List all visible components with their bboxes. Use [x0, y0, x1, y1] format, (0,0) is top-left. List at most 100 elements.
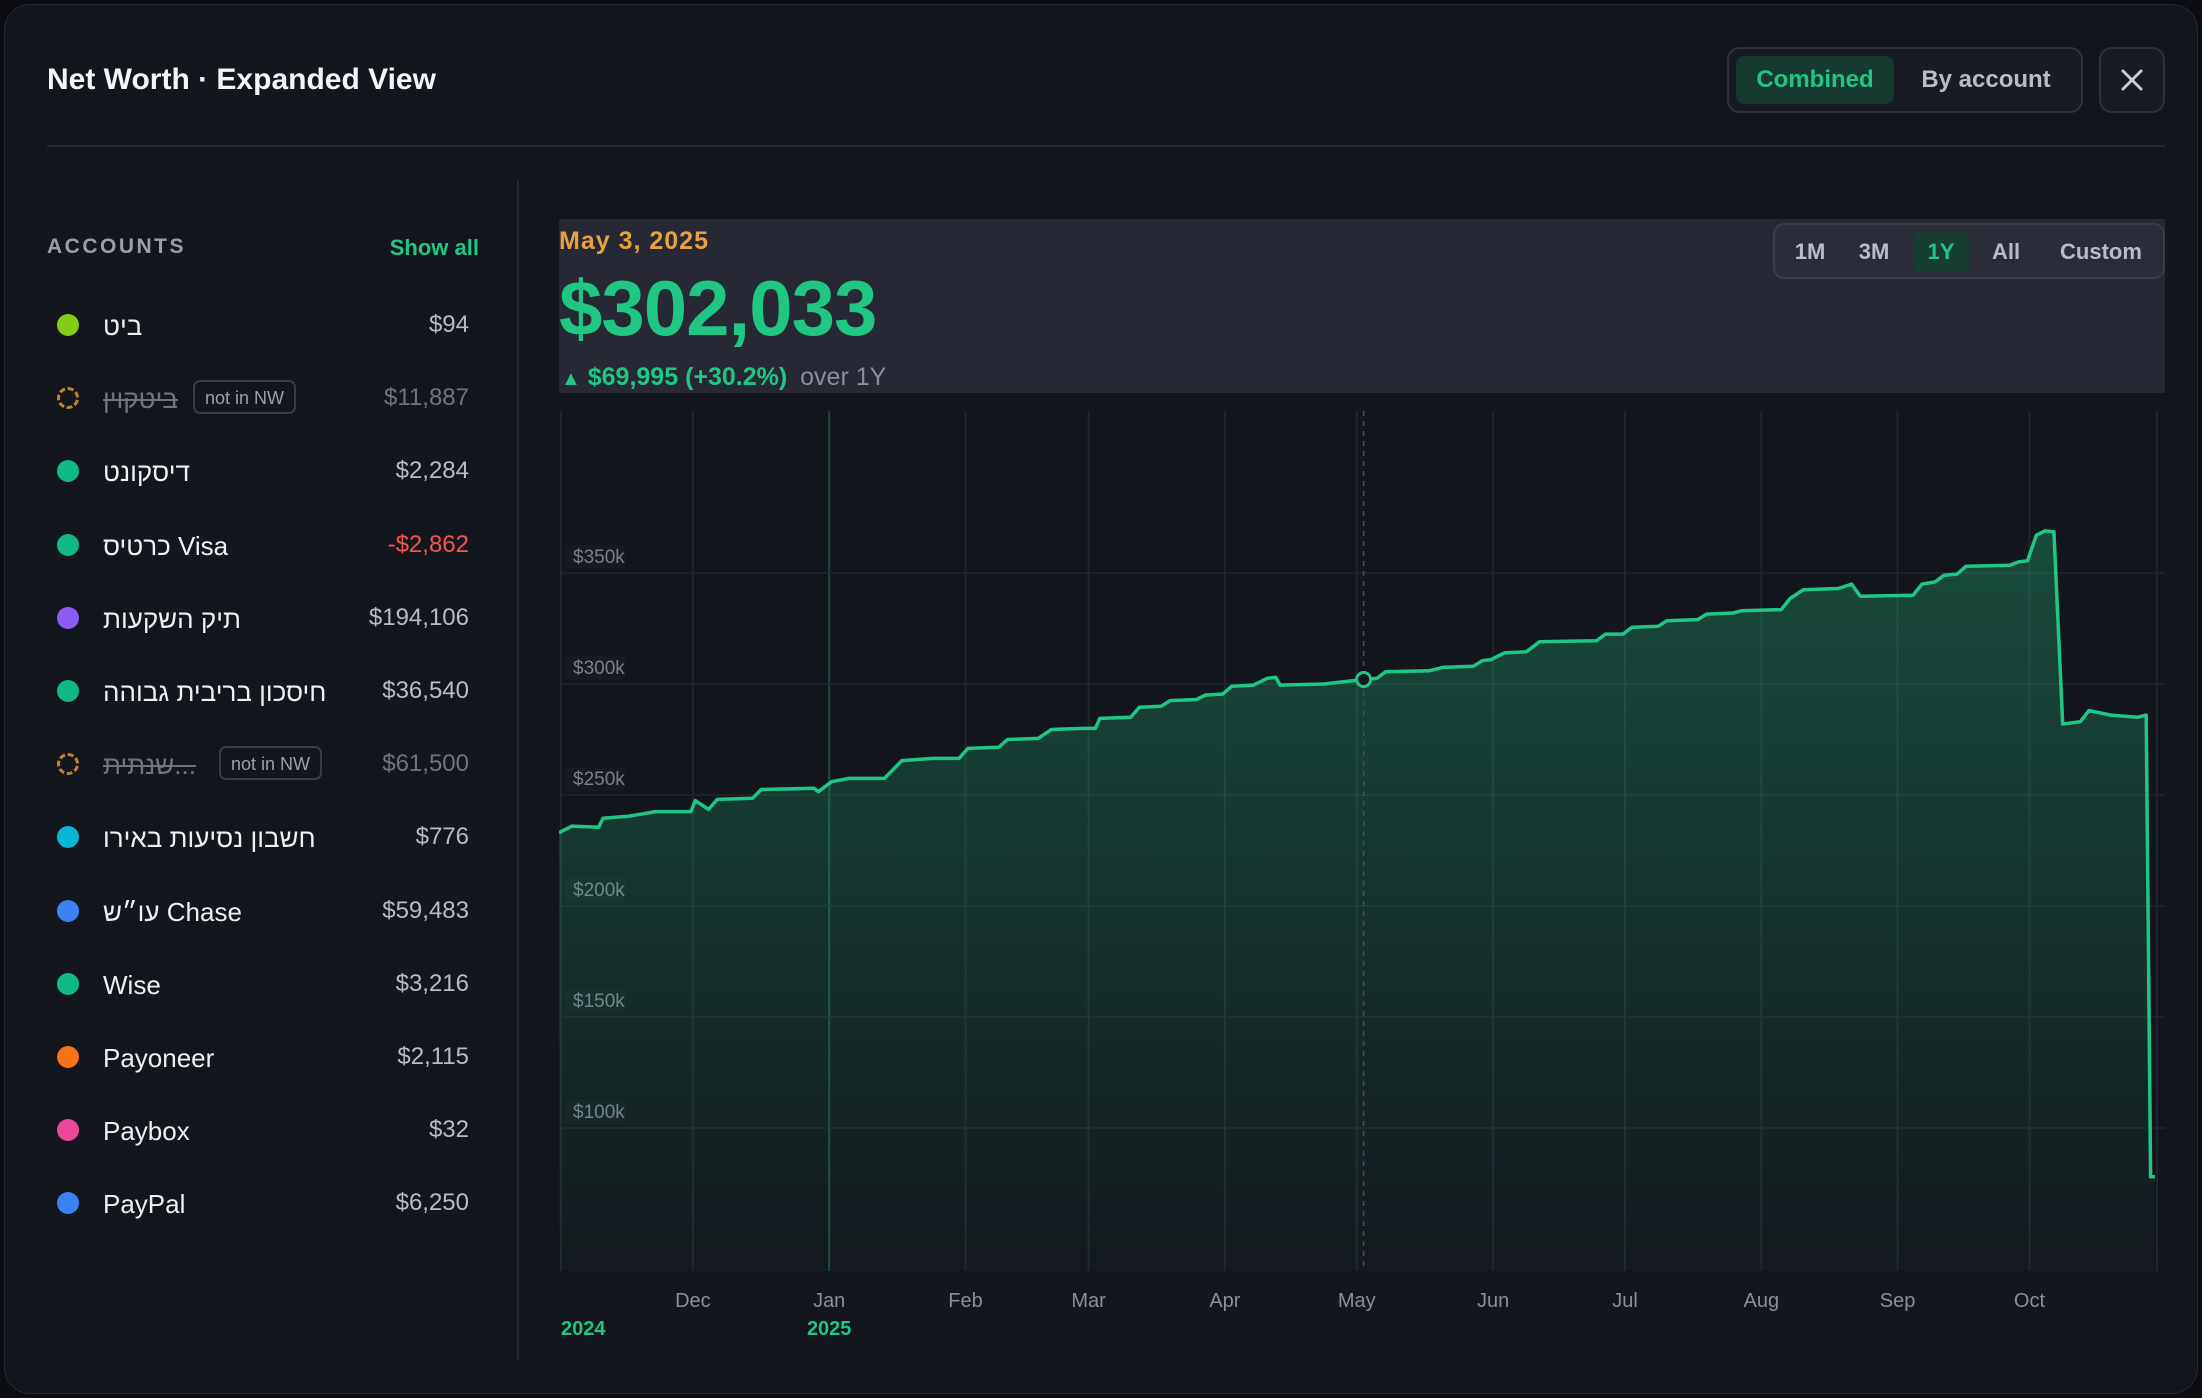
y-tick-label-bg	[565, 767, 625, 791]
net-worth-modal: Net Worth · Expanded View Combined By ac…	[4, 4, 2198, 1394]
range-1m-button[interactable]: 1M	[1794, 239, 1826, 264]
account-color-dot	[57, 680, 79, 702]
account-row[interactable]: חשבון נסיעות באירו $776	[47, 809, 479, 869]
x-tick-label: Jan	[813, 1290, 845, 1312]
close-icon	[2121, 69, 2143, 91]
account-balance: $32	[428, 1116, 469, 1144]
change-summary: ▲ $69,995 (+30.2%) over 1Y	[561, 363, 886, 392]
account-name: תיק השקעות	[103, 603, 241, 634]
account-balance: $36,540	[382, 677, 469, 704]
account-balance: $194,106	[368, 603, 469, 631]
accounts-heading: ACCOUNTS	[47, 235, 186, 258]
account-balance: $59,483	[382, 896, 469, 924]
account-color-dot	[57, 387, 79, 410]
x-tick-label: Oct	[2014, 1290, 2046, 1312]
account-balance: $776	[415, 823, 469, 851]
net-worth-line	[559, 529, 2155, 1179]
account-row[interactable]: שנתית... not in NW $61,500	[47, 736, 479, 796]
account-name: שנתית...	[103, 750, 196, 781]
account-color-dot	[57, 314, 79, 336]
account-color-dot	[57, 753, 79, 776]
hover-date: May 3, 2025	[559, 227, 709, 255]
account-row[interactable]: ביטקוין not in NW $11,887	[47, 370, 479, 430]
net-worth-value: $302,033	[559, 264, 877, 352]
account-name: Payoneer	[103, 1043, 215, 1073]
account-row[interactable]: עו״ש Chase $59,483	[47, 883, 479, 943]
y-tick-label-bg	[565, 545, 625, 569]
x-tick-label: May	[1338, 1290, 1376, 1312]
x-tick-label: Sep	[1880, 1290, 1916, 1312]
account-name: חיסכון בריבית גבוהה	[103, 677, 327, 707]
x-tick-label: Mar	[1071, 1290, 1106, 1312]
net-worth-area	[559, 530, 2155, 1271]
sidebar-divider	[517, 181, 519, 1359]
account-balance: $94	[428, 311, 469, 338]
account-color-dot	[57, 1046, 79, 1068]
year-label: 2025	[807, 1318, 852, 1340]
account-color-dot	[57, 1192, 79, 1215]
y-tick-label-bg	[565, 656, 625, 680]
x-tick-label: Dec	[675, 1290, 711, 1312]
by-account-view-button[interactable]: By account	[1921, 66, 2051, 93]
account-color-dot	[57, 606, 79, 629]
account-row[interactable]: חיסכון בריבית גבוהה $36,540	[47, 663, 479, 723]
y-tick-label: $350k	[573, 547, 625, 568]
account-color-dot	[57, 899, 79, 922]
account-color-dot	[57, 460, 79, 483]
x-tick-label: Feb	[948, 1290, 982, 1312]
header-divider	[47, 145, 2165, 147]
account-row[interactable]: Payoneer $2,115	[47, 1029, 479, 1089]
account-color-dot	[57, 826, 79, 849]
account-balance: $3,216	[395, 969, 469, 997]
account-balance: $2,284	[395, 457, 469, 485]
close-button[interactable]	[2099, 47, 2165, 113]
modal-title: Net Worth · Expanded View	[47, 63, 436, 96]
account-name: ביטקוין	[103, 384, 178, 415]
y-tick-label: $300k	[573, 658, 625, 679]
view-toggle: Combined By account	[1727, 47, 2083, 113]
x-tick-label: Jun	[1477, 1290, 1509, 1312]
account-row[interactable]: תיק השקעות $194,106	[47, 590, 479, 650]
range-1y-button[interactable]: 1Y	[1913, 232, 1969, 272]
change-period: over 1Y	[800, 363, 887, 391]
x-tick-label: Aug	[1744, 1290, 1780, 1312]
account-row[interactable]: Wise $3,216	[47, 956, 479, 1016]
account-name: Wise	[103, 969, 161, 1000]
show-all-link[interactable]: Show all	[389, 235, 479, 260]
net-worth-chart[interactable]: $350k$300k$250k$200k$150k$100kDecJanFebM…	[559, 411, 2165, 1341]
range-selector: 1M 3M 1Y All Custom	[1773, 223, 2165, 279]
not-in-nw-badge: not in NW	[219, 746, 323, 781]
account-name: PayPal	[103, 1189, 186, 1220]
account-name: עו״ש Chase	[103, 896, 242, 927]
account-name: חשבון נסיעות באירו	[103, 823, 316, 854]
account-color-dot	[57, 972, 79, 995]
range-custom-button[interactable]: Custom	[2060, 239, 2142, 264]
change-amount: $69,995 (+30.2%)	[587, 363, 788, 391]
account-color-dot	[57, 533, 79, 556]
account-balance: $11,887	[384, 384, 469, 412]
account-name: ביט	[103, 311, 143, 341]
account-row[interactable]: ביט $94	[47, 297, 479, 357]
range-all-button[interactable]: All	[1991, 239, 2021, 264]
account-row[interactable]: דיסקונט $2,284	[47, 443, 479, 503]
account-balance: $6,250	[395, 1189, 469, 1217]
account-balance: -$2,862	[387, 530, 469, 558]
not-in-nw-badge: not in NW	[193, 380, 297, 415]
up-arrow-icon: ▲	[561, 368, 581, 390]
range-3m-button[interactable]: 3M	[1858, 239, 1890, 264]
account-name: Paybox	[103, 1116, 190, 1147]
y-tick-label: $250k	[573, 769, 625, 790]
account-balance: $2,115	[397, 1043, 469, 1070]
x-tick-label: Jul	[1612, 1290, 1638, 1312]
account-row[interactable]: Paybox $32	[47, 1102, 479, 1162]
account-balance: $61,500	[382, 750, 469, 778]
combined-view-button[interactable]: Combined	[1736, 56, 1894, 104]
year-label: 2024	[561, 1318, 606, 1340]
account-row[interactable]: PayPal $6,250	[47, 1175, 479, 1235]
account-row[interactable]: כרטיס Visa -$2,862	[47, 517, 479, 577]
x-tick-label: Apr	[1209, 1290, 1240, 1312]
account-name: דיסקונט	[103, 457, 190, 488]
account-name: כרטיס Visa	[103, 530, 229, 561]
account-color-dot	[57, 1119, 79, 1142]
hover-marker	[1355, 670, 1373, 688]
